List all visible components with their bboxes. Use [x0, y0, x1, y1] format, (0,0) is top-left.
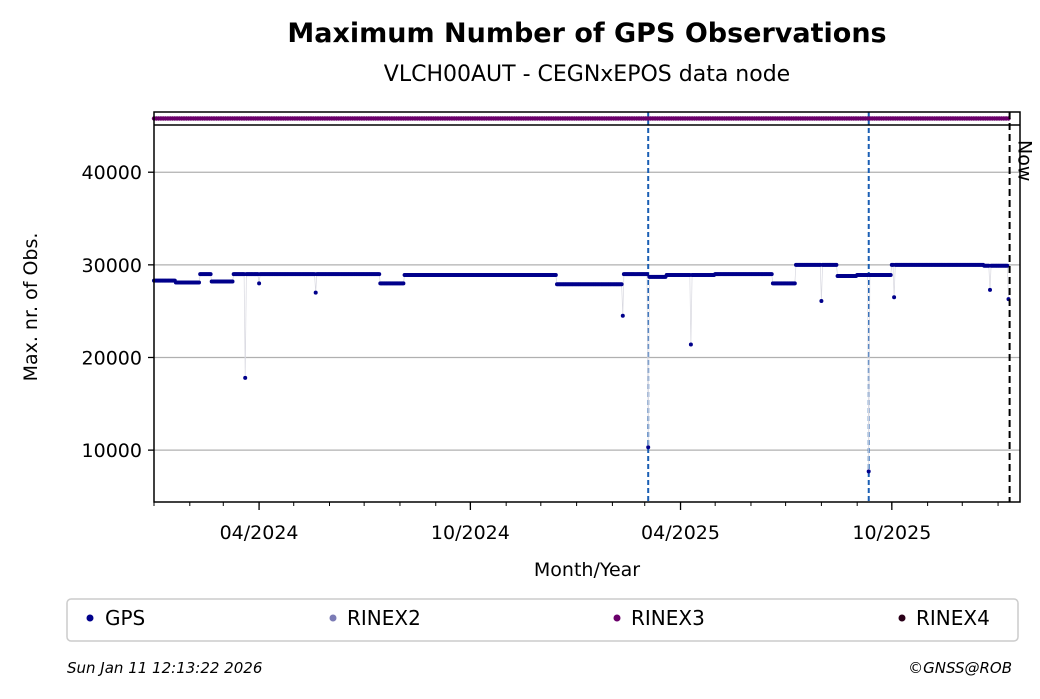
- legend-box: [66, 598, 1019, 642]
- legend-label-rinex2: RINEX2: [347, 606, 421, 630]
- gps-point: [377, 272, 382, 277]
- gps-point: [620, 313, 625, 318]
- rinex3-series: [151, 116, 1011, 121]
- y-tick-label: 30000: [82, 255, 142, 277]
- footer-timestamp: Sun Jan 11 12:13:22 2026: [67, 659, 262, 677]
- y-tick-label: 10000: [82, 440, 142, 462]
- footer-credit: ©GNSS@ROB: [908, 659, 1012, 677]
- gps-point: [619, 282, 624, 287]
- gps-point: [834, 262, 839, 267]
- y-axis-label: Max. nr. of Obs.: [20, 233, 42, 382]
- gps-point: [792, 281, 797, 286]
- x-tick-label: 04/2024: [220, 522, 299, 544]
- gps-point: [401, 281, 406, 286]
- gps-point: [892, 295, 897, 300]
- now-label: Now: [1014, 140, 1036, 181]
- x-tick-label: 04/2025: [641, 522, 720, 544]
- gps-point: [1005, 263, 1010, 268]
- x-tick-label: 10/2024: [431, 522, 510, 544]
- now-marker: Now: [1008, 112, 1036, 502]
- legend-marker-gps: [86, 614, 94, 622]
- gps-point: [688, 342, 693, 347]
- plot-area: [154, 112, 1020, 502]
- plot-frame: [153, 111, 1021, 503]
- x-axis-label: Month/Year: [534, 559, 640, 581]
- gps-point: [243, 375, 248, 380]
- legend-marker-rinex2: [329, 614, 337, 622]
- grid-lines: [154, 171, 1020, 451]
- gps-point: [313, 290, 318, 295]
- gps-point: [230, 279, 235, 284]
- legend-label-rinex3: RINEX3: [631, 606, 705, 630]
- gps-point: [988, 287, 992, 292]
- legend: GPS RINEX2 RINEX3 RINEX4: [66, 598, 1019, 642]
- y-tick-label: 20000: [82, 347, 142, 369]
- x-axis-ticks: 04/2024 10/2024 04/2025 10/2025: [153, 502, 999, 544]
- gps-point: [208, 272, 213, 277]
- x-tick-label: 10/2025: [852, 522, 931, 544]
- legend-label-gps: GPS: [105, 606, 145, 630]
- gps-point: [866, 469, 871, 474]
- chart-subtitle: VLCH00AUT - CEGNxEPOS data node: [384, 62, 790, 87]
- y-axis-ticks: 10000 20000 30000 40000: [82, 162, 154, 462]
- legend-marker-rinex4: [898, 614, 906, 622]
- legend-label-rinex4: RINEX4: [916, 606, 990, 630]
- gps-point: [197, 280, 201, 285]
- gps-point: [257, 281, 262, 286]
- gps-point: [888, 273, 893, 277]
- y-tick-label: 40000: [82, 162, 142, 184]
- legend-marker-rinex3: [613, 614, 621, 622]
- gps-point: [769, 272, 774, 277]
- gps-series: [152, 262, 1011, 474]
- gps-point: [553, 273, 558, 277]
- chart-title: Maximum Number of GPS Observations: [287, 18, 886, 49]
- gps-point: [645, 272, 649, 277]
- gps-point: [819, 299, 824, 303]
- gps-point: [646, 445, 651, 450]
